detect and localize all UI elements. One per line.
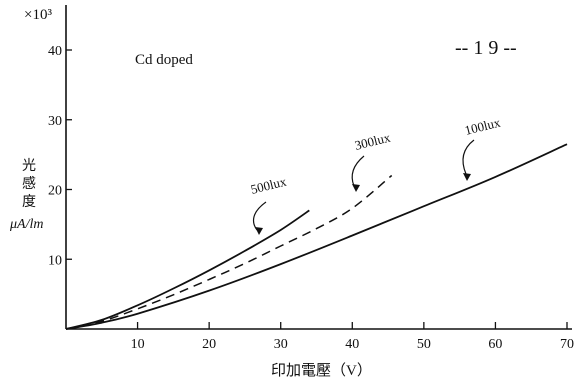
x-ticks: 10 20 30 40 50 60 70 bbox=[131, 322, 574, 352]
series-label-500lux: 500lux bbox=[249, 173, 288, 196]
series-label-100lux: 100lux bbox=[463, 114, 502, 137]
series-label-arrow bbox=[351, 155, 365, 187]
series-line-100lux bbox=[65, 143, 568, 330]
x-tick-label: 10 bbox=[131, 337, 145, 352]
x-tick-label: 30 bbox=[274, 337, 288, 352]
annotation-cd-doped: Cd doped bbox=[135, 52, 193, 68]
arrowhead-icon bbox=[352, 184, 360, 192]
x-tick-label: 50 bbox=[417, 337, 431, 352]
x-tick-label: 40 bbox=[345, 337, 359, 352]
series-label-arrow bbox=[252, 201, 267, 231]
series-line-500lux bbox=[65, 209, 310, 330]
x-tick-label: 70 bbox=[560, 337, 574, 352]
series-line-300lux bbox=[65, 174, 393, 330]
y-axis-label: 光 感 度 μA/lm bbox=[9, 158, 43, 232]
plot-area: 10 20 30 40 50 60 70 10 20 30 40 500lux 300lux 100l… bbox=[48, 5, 574, 352]
y-multiplier: ×10³ bbox=[24, 7, 52, 23]
y-ticks: 10 20 30 40 bbox=[48, 44, 72, 268]
y-tick-label: 10 bbox=[48, 253, 62, 268]
page-number: -- 1 9 -- bbox=[455, 37, 517, 59]
y-tick-label: 40 bbox=[48, 44, 62, 59]
y-tick-label: 30 bbox=[48, 114, 62, 129]
series-label-arrow bbox=[462, 139, 475, 175]
arrowhead-icon bbox=[463, 173, 471, 181]
series-label-300lux: 300lux bbox=[353, 129, 392, 152]
y-label-char-3: 度 bbox=[22, 194, 36, 210]
series-label-layer: 500lux 300lux 100lux bbox=[249, 114, 502, 235]
arrowhead-icon bbox=[255, 227, 263, 235]
y-label-char-1: 光 bbox=[22, 158, 36, 174]
series-layer bbox=[65, 143, 568, 330]
y-label-char-2: 感 bbox=[22, 175, 36, 192]
y-label-unit: μA/lm bbox=[9, 217, 43, 232]
x-axis-label: 印加電壓（V） bbox=[271, 362, 372, 379]
x-tick-label: 20 bbox=[202, 337, 216, 352]
x-tick-label: 60 bbox=[488, 337, 502, 352]
y-tick-label: 20 bbox=[48, 184, 62, 199]
